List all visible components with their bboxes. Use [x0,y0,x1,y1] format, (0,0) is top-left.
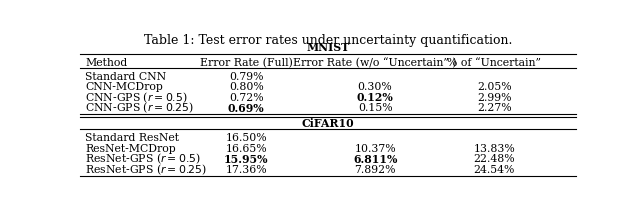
Text: 2.05%: 2.05% [477,82,511,92]
Text: ResNet-GPS ($r = 0.5$): ResNet-GPS ($r = 0.5$) [85,152,201,167]
Text: 13.83%: 13.83% [474,144,515,154]
Text: MNIST: MNIST [307,42,349,53]
Text: % of “Uncertain”: % of “Uncertain” [447,58,541,68]
Text: 10.37%: 10.37% [355,144,396,154]
Text: ResNet-GPS ($r = 0.25$): ResNet-GPS ($r = 0.25$) [85,162,207,177]
Text: Error Rate (w/o “Uncertain” ): Error Rate (w/o “Uncertain” ) [293,58,457,68]
Text: CNN-GPS ($r = 0.25$): CNN-GPS ($r = 0.25$) [85,101,194,115]
Text: 24.54%: 24.54% [474,165,515,175]
Text: Table 1: Test error rates under uncertainty quantification.: Table 1: Test error rates under uncertai… [144,34,512,47]
Text: Method: Method [85,58,127,68]
Text: Error Rate (Full): Error Rate (Full) [200,58,292,68]
Text: 16.65%: 16.65% [225,144,267,154]
Text: Standard CNN: Standard CNN [85,72,166,82]
Text: 0.30%: 0.30% [358,82,392,92]
Text: 2.99%: 2.99% [477,93,511,103]
Text: CiFAR10: CiFAR10 [301,118,355,129]
Text: 2.27%: 2.27% [477,103,511,113]
Text: 7.892%: 7.892% [355,165,396,175]
Text: CNN-GPS ($r = 0.5$): CNN-GPS ($r = 0.5$) [85,90,188,105]
Text: CNN-MCDrop: CNN-MCDrop [85,82,163,92]
Text: ResNet-MCDrop: ResNet-MCDrop [85,144,176,154]
Text: 17.36%: 17.36% [225,165,267,175]
Text: 6.811%: 6.811% [353,154,397,165]
Text: 0.79%: 0.79% [229,72,264,82]
Text: 0.72%: 0.72% [229,93,264,103]
Text: Standard ResNet: Standard ResNet [85,133,179,143]
Text: 15.95%: 15.95% [224,154,268,165]
Text: 0.15%: 0.15% [358,103,392,113]
Text: 0.69%: 0.69% [228,103,264,114]
Text: 0.12%: 0.12% [356,92,394,103]
Text: 22.48%: 22.48% [474,154,515,164]
Text: 16.50%: 16.50% [225,133,267,143]
Text: 0.80%: 0.80% [228,82,264,92]
